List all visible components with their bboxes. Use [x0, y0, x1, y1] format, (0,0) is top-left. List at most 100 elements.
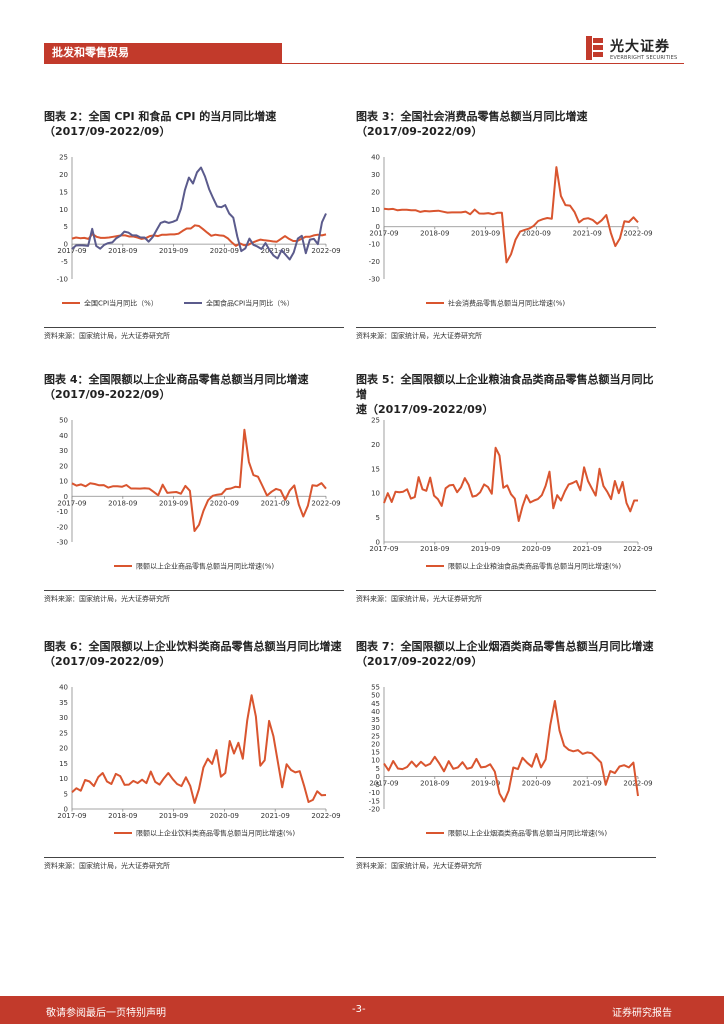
y-tick-label: 15: [59, 188, 68, 196]
line-chart: 0 5 10 15 20 25 2017-09 2018-09 2019-09 2020-09 20…: [369, 417, 652, 571]
figure-title: 图表 2：全国 CPI 和食品 CPI 的当月同比增速 （2017/09-202…: [44, 110, 277, 138]
brand-subtitle: EVERBRIGHT SECURITIES: [610, 55, 678, 61]
source-note: 资料来源：国家统计局，光大证券研究所: [44, 332, 170, 340]
page-number: -3-: [352, 1004, 366, 1015]
y-tick-label: -30: [57, 539, 68, 547]
section-title: 批发和零售贸易: [44, 43, 282, 63]
x-tick-label: 2017-09: [57, 499, 86, 507]
x-tick-label: 2020-09: [210, 247, 239, 255]
y-tick-label: 0: [64, 241, 68, 249]
y-tick-label: -10: [369, 241, 380, 249]
line-chart: -30 -20 -10 0 10 20 30 40 50 2017-09 2018-09 2019-0…: [57, 417, 341, 571]
series-line: [71, 166, 327, 261]
x-tick-label: 2022-09: [623, 545, 652, 553]
brand-logo-icon: [586, 36, 603, 60]
figure-title: 图表 6：全国限额以上企业饮料类商品零售总额当月同比增速 （2017/09-20…: [44, 640, 342, 668]
y-tick-label: 40: [371, 708, 380, 716]
x-tick-label: 2022-09: [623, 230, 652, 238]
series-line: [383, 446, 638, 522]
y-tick-label: 10: [371, 206, 380, 214]
y-tick-label: -30: [369, 276, 380, 284]
y-tick-label: 15: [59, 760, 68, 768]
series-line: [71, 428, 327, 532]
figure-title: 图表 3：全国社会消费品零售总额当月同比增速 （2017/09-2022/09）: [356, 110, 588, 138]
y-tick-label: -5: [61, 258, 68, 266]
y-tick-label: 20: [59, 171, 68, 179]
chart-panel-retail-total: 图表 3：全国社会消费品零售总额当月同比增速 （2017/09-2022/09）…: [356, 109, 660, 349]
y-tick-label: 20: [59, 745, 68, 753]
x-tick-label: 2022-09: [311, 247, 340, 255]
y-tick-label: -20: [57, 523, 68, 531]
x-tick-label: 2019-09: [471, 230, 500, 238]
series-line: [383, 166, 639, 264]
y-tick-label: 5: [64, 223, 68, 231]
chart-panel-above-quota: 图表 4：全国限额以上企业商品零售总额当月同比增速 （2017/09-2022/…: [44, 372, 348, 612]
x-tick-label: 2017-09: [57, 812, 86, 820]
x-tick-label: 2022-09: [623, 779, 652, 787]
line-chart: -30 -20 -10 0 10 20 30 40 2017-09 2018-09 2019-09 2…: [369, 154, 653, 308]
x-tick-label: 2018-09: [420, 545, 449, 553]
x-tick-label: 2017-09: [369, 230, 398, 238]
x-tick-label: 2021-09: [573, 779, 602, 787]
y-tick-label: 0: [64, 493, 68, 501]
y-tick-label: 10: [371, 490, 380, 498]
legend-label: 限额以上企业粮油食品类商品零售总额当月同比增速(%): [448, 562, 621, 571]
x-tick-label: 2021-09: [573, 230, 602, 238]
y-tick-label: 40: [59, 432, 68, 440]
y-tick-label: 35: [59, 699, 68, 707]
x-tick-label: 2019-09: [159, 247, 188, 255]
x-tick-label: 2021-09: [573, 545, 602, 553]
y-tick-label: 25: [371, 732, 380, 740]
x-tick-label: 2018-09: [108, 812, 137, 820]
legend-label: 限额以上企业饮料类商品零售总额当月同比增速(%): [136, 829, 295, 838]
chart-panel-beverage: 图表 6：全国限额以上企业饮料类商品零售总额当月同比增速 （2017/09-20…: [44, 639, 348, 879]
y-tick-label: 10: [59, 775, 68, 783]
y-tick-label: 25: [371, 417, 380, 425]
x-tick-label: 2019-09: [159, 499, 188, 507]
header-divider: [44, 63, 684, 64]
y-tick-label: 20: [371, 740, 380, 748]
y-tick-label: 0: [376, 223, 380, 231]
y-tick-label: 10: [371, 757, 380, 765]
x-tick-label: 2017-09: [369, 779, 398, 787]
y-tick-label: -10: [57, 508, 68, 516]
chart-panel-cpi: 图表 2：全国 CPI 和食品 CPI 的当月同比增速 （2017/09-202…: [44, 109, 348, 349]
y-tick-label: 20: [371, 441, 380, 449]
legend-label: 限额以上企业烟酒类商品零售总额当月同比增速(%): [448, 829, 607, 838]
x-tick-label: 2018-09: [108, 499, 137, 507]
x-tick-label: 2022-09: [311, 812, 340, 820]
x-tick-label: 2019-09: [471, 545, 500, 553]
brand-logo: 光大证券 EVERBRIGHT SECURITIES: [586, 36, 686, 66]
y-tick-label: 50: [59, 417, 68, 425]
x-tick-label: 2020-09: [522, 779, 551, 787]
y-tick-label: -10: [369, 789, 380, 797]
chart-panel-grain-oil: 图表 5：全国限额以上企业粮油食品类商品零售总额当月同比增 速（2017/09-…: [356, 372, 660, 612]
x-tick-label: 2017-09: [57, 247, 86, 255]
x-tick-label: 2020-09: [522, 230, 551, 238]
series-line: [71, 694, 327, 804]
y-tick-label: 15: [371, 749, 380, 757]
footer-disclaimer: 敬请参阅最后一页特别声明: [46, 1008, 166, 1019]
source-divider: [44, 590, 344, 591]
x-tick-label: 2021-09: [261, 499, 290, 507]
source-divider: [356, 590, 656, 591]
figure-title: 图表 7：全国限额以上企业烟酒类商品零售总额当月同比增速 （2017/09-20…: [356, 640, 654, 668]
source-divider: [356, 857, 656, 858]
y-tick-label: 45: [371, 700, 380, 708]
source-divider: [356, 327, 656, 328]
y-tick-label: -15: [369, 797, 380, 805]
y-tick-label: 0: [64, 806, 68, 814]
x-tick-label: 2019-09: [471, 779, 500, 787]
footer-report-type: 证券研究报告: [612, 1008, 672, 1019]
x-tick-label: 2018-09: [108, 247, 137, 255]
y-tick-label: 15: [371, 465, 380, 473]
source-note: 资料来源：国家统计局，光大证券研究所: [356, 862, 482, 870]
y-tick-label: 5: [376, 514, 380, 522]
y-tick-label: -20: [369, 258, 380, 266]
figure-title: 图表 4：全国限额以上企业商品零售总额当月同比增速 （2017/09-2022/…: [44, 373, 309, 401]
source-divider: [44, 857, 344, 858]
legend-label: 限额以上企业商品零售总额当月同比增速(%): [136, 562, 274, 571]
legend-label: 社会消费品零售总额当月同比增速(%): [448, 299, 565, 308]
x-tick-label: 2019-09: [159, 812, 188, 820]
